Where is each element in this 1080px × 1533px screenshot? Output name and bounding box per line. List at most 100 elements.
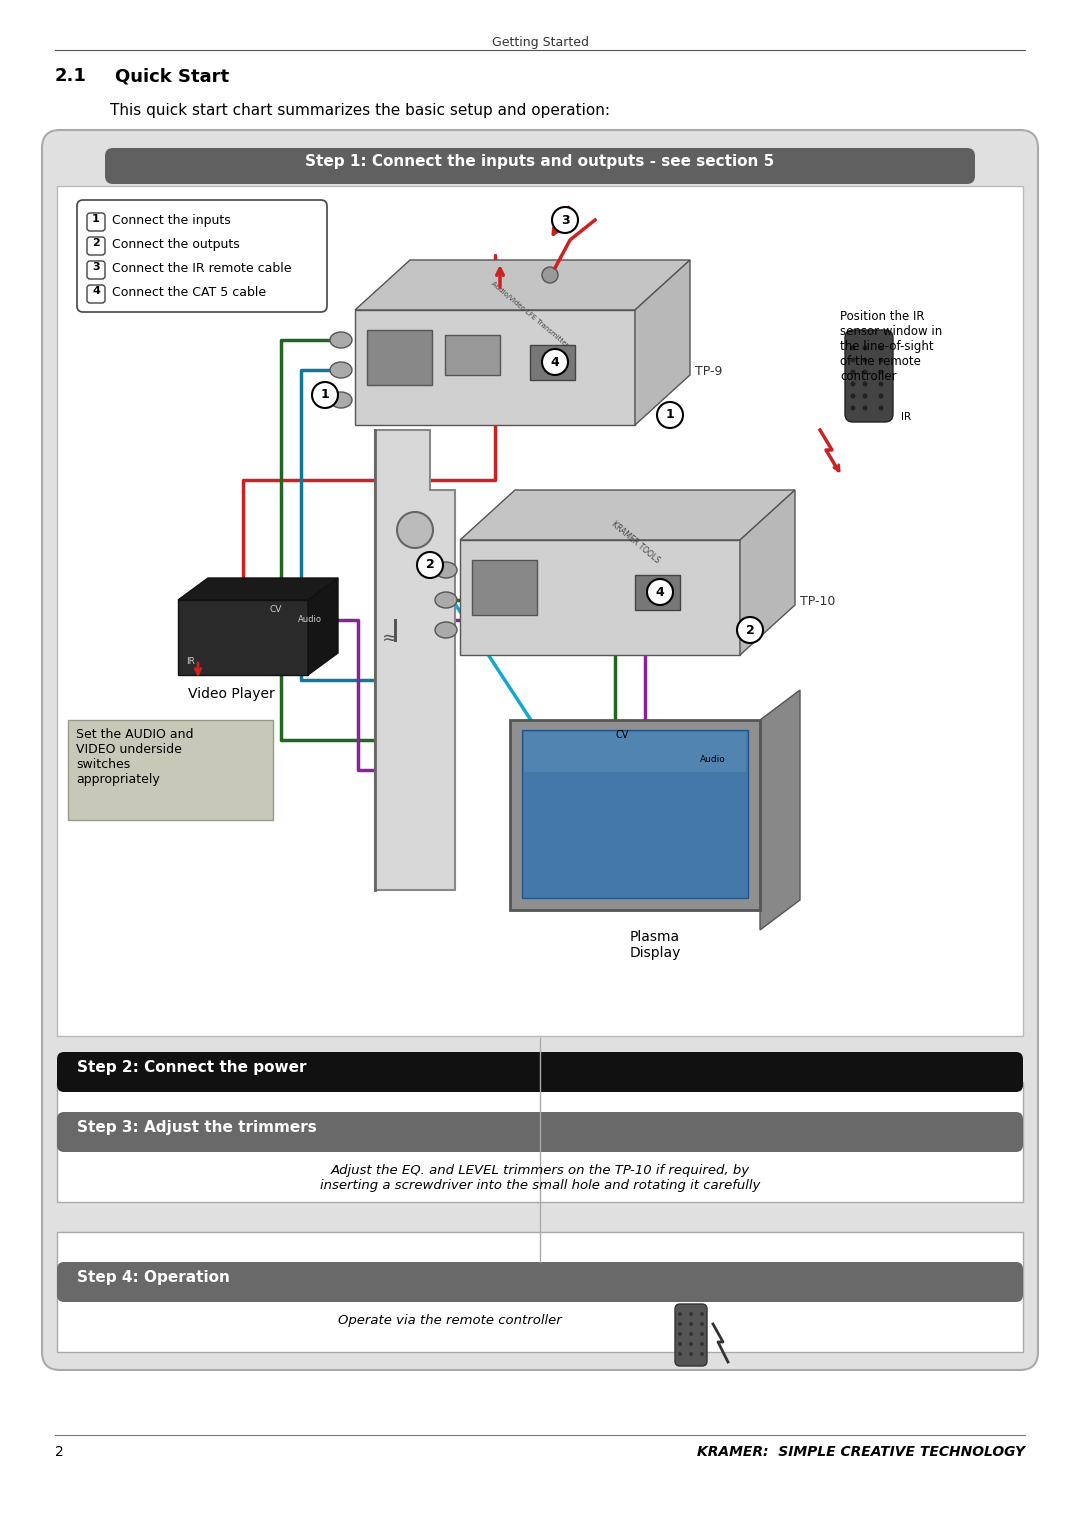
- Circle shape: [851, 382, 855, 386]
- Text: 2: 2: [55, 1446, 64, 1459]
- Text: Plasma
Display: Plasma Display: [630, 931, 680, 960]
- FancyBboxPatch shape: [105, 149, 975, 184]
- FancyBboxPatch shape: [42, 130, 1038, 1371]
- FancyBboxPatch shape: [87, 213, 105, 231]
- Polygon shape: [375, 429, 455, 891]
- Circle shape: [878, 382, 883, 386]
- Ellipse shape: [330, 362, 352, 379]
- Polygon shape: [178, 578, 338, 599]
- FancyBboxPatch shape: [57, 1262, 1023, 1302]
- Polygon shape: [178, 599, 308, 675]
- Circle shape: [878, 406, 883, 411]
- Text: 4: 4: [92, 287, 100, 296]
- Text: KRAMER TOOLS: KRAMER TOOLS: [609, 520, 661, 566]
- Circle shape: [863, 382, 867, 386]
- Circle shape: [689, 1352, 693, 1357]
- Ellipse shape: [435, 563, 457, 578]
- Circle shape: [737, 616, 762, 642]
- Polygon shape: [760, 690, 800, 931]
- Circle shape: [700, 1352, 704, 1357]
- Text: Audio/Video LFE Transmitter: Audio/Video LFE Transmitter: [490, 281, 569, 348]
- FancyBboxPatch shape: [57, 1111, 1023, 1151]
- Circle shape: [851, 357, 855, 362]
- Circle shape: [863, 357, 867, 362]
- Text: This quick start chart summarizes the basic setup and operation:: This quick start chart summarizes the ba…: [110, 103, 610, 118]
- Circle shape: [542, 350, 568, 376]
- Text: 3: 3: [92, 262, 99, 271]
- Bar: [510, 721, 760, 911]
- Text: 1: 1: [665, 408, 674, 422]
- Circle shape: [678, 1341, 681, 1346]
- Polygon shape: [740, 491, 795, 655]
- Text: Connect the IR remote cable: Connect the IR remote cable: [112, 262, 292, 274]
- Text: CV: CV: [270, 606, 282, 615]
- Text: 2.1: 2.1: [55, 67, 86, 84]
- Text: Operate via the remote controller: Operate via the remote controller: [338, 1314, 562, 1328]
- Circle shape: [863, 345, 867, 351]
- Circle shape: [647, 579, 673, 606]
- Circle shape: [689, 1332, 693, 1335]
- Text: 2: 2: [745, 624, 754, 636]
- Text: 1: 1: [321, 388, 329, 402]
- Circle shape: [689, 1341, 693, 1346]
- Text: Adjust the EQ. and LEVEL trimmers on the TP-10 if required, by
inserting a screw: Adjust the EQ. and LEVEL trimmers on the…: [320, 1164, 760, 1193]
- Circle shape: [542, 267, 558, 284]
- Ellipse shape: [435, 622, 457, 638]
- Circle shape: [312, 382, 338, 408]
- FancyBboxPatch shape: [57, 1052, 1023, 1091]
- Circle shape: [700, 1312, 704, 1315]
- Circle shape: [863, 369, 867, 374]
- Text: 4: 4: [551, 356, 559, 368]
- Circle shape: [851, 394, 855, 399]
- Text: Step 4: Operation: Step 4: Operation: [77, 1269, 230, 1285]
- Text: IR: IR: [186, 658, 194, 665]
- Text: 4: 4: [656, 586, 664, 598]
- Bar: [57, 185, 1023, 1036]
- Bar: [635, 575, 680, 610]
- Text: CV: CV: [615, 730, 629, 740]
- Text: Quick Start: Quick Start: [114, 67, 229, 84]
- Bar: [57, 1233, 1023, 1352]
- Circle shape: [417, 552, 443, 578]
- FancyBboxPatch shape: [87, 238, 105, 254]
- Circle shape: [878, 394, 883, 399]
- Polygon shape: [460, 540, 740, 655]
- Circle shape: [657, 402, 683, 428]
- Text: Step 2: Connect the power: Step 2: Connect the power: [77, 1059, 307, 1075]
- Text: 2: 2: [426, 558, 434, 572]
- FancyBboxPatch shape: [77, 199, 327, 313]
- Text: Step 3: Adjust the trimmers: Step 3: Adjust the trimmers: [77, 1121, 316, 1134]
- Circle shape: [863, 406, 867, 411]
- Circle shape: [878, 369, 883, 374]
- Circle shape: [851, 345, 855, 351]
- Bar: [367, 330, 432, 385]
- Text: IR: IR: [901, 412, 912, 422]
- Circle shape: [689, 1312, 693, 1315]
- Ellipse shape: [330, 392, 352, 408]
- Text: TP-9: TP-9: [696, 365, 723, 379]
- Polygon shape: [355, 310, 635, 425]
- Polygon shape: [308, 578, 338, 675]
- Text: 1: 1: [92, 215, 99, 224]
- Text: Audio: Audio: [700, 754, 726, 763]
- Text: Connect the CAT 5 cable: Connect the CAT 5 cable: [112, 287, 266, 299]
- Text: Audio: Audio: [298, 615, 322, 624]
- Text: ≈: ≈: [382, 629, 399, 647]
- Text: Step 1: Connect the inputs and outputs - see section 5: Step 1: Connect the inputs and outputs -…: [306, 153, 774, 169]
- Text: Position the IR
sensor window in
the line-of-sight
of the remote
controller: Position the IR sensor window in the lin…: [840, 310, 942, 383]
- Circle shape: [700, 1321, 704, 1326]
- Circle shape: [678, 1312, 681, 1315]
- Circle shape: [700, 1332, 704, 1335]
- Bar: [68, 721, 273, 820]
- Text: Getting Started: Getting Started: [491, 35, 589, 49]
- Bar: [524, 731, 746, 773]
- FancyBboxPatch shape: [87, 261, 105, 279]
- Circle shape: [851, 406, 855, 411]
- Ellipse shape: [330, 333, 352, 348]
- Circle shape: [700, 1341, 704, 1346]
- Circle shape: [878, 357, 883, 362]
- Circle shape: [678, 1352, 681, 1357]
- FancyBboxPatch shape: [675, 1305, 707, 1366]
- Bar: [522, 730, 748, 898]
- Text: 2: 2: [92, 238, 99, 248]
